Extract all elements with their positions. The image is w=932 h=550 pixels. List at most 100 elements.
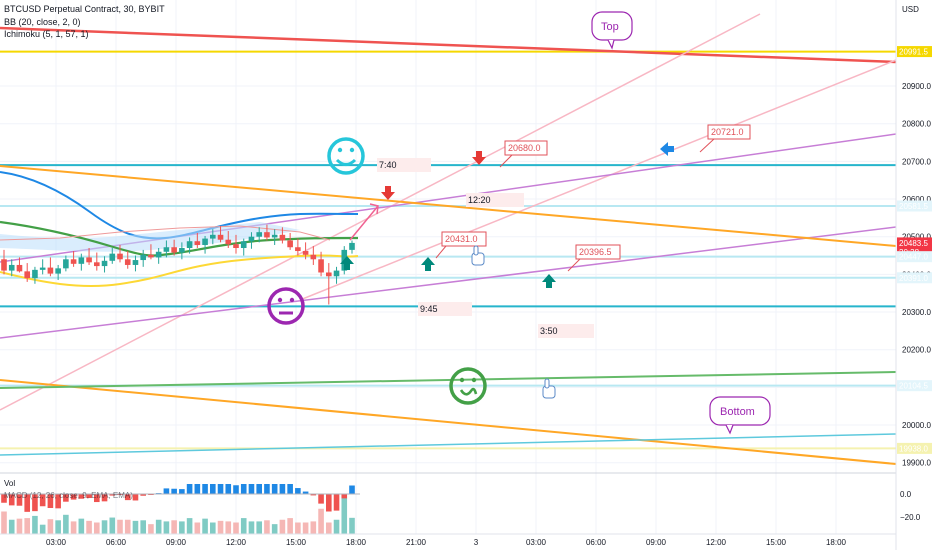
candle-body [264, 232, 270, 238]
macd-histogram-bar [333, 494, 340, 511]
time-tick-label: 03:00 [46, 538, 67, 547]
price-tag-label: 20483.5 [899, 239, 928, 248]
time-note: 7:40 [379, 160, 397, 170]
candle-body [55, 268, 61, 274]
time-tick-label: 09:00 [166, 538, 187, 547]
macd-histogram-bar [78, 494, 85, 499]
up-arrow-icon [542, 274, 556, 288]
time-tick-label: 21:00 [406, 538, 427, 547]
volume-bar [295, 522, 301, 534]
volume-bar [349, 517, 355, 534]
macd-histogram-bar [101, 494, 108, 502]
volume-bar [70, 521, 77, 534]
price-tick-label: 20900.0 [902, 82, 931, 91]
candle-body [326, 272, 332, 277]
macd-histogram-bar [210, 484, 216, 494]
price-tag-box [897, 251, 932, 263]
candle-body [194, 241, 201, 245]
macd-label: MACD (12, 26, close, 9, EMA, EMA) [4, 491, 133, 500]
volume-bar [124, 519, 131, 534]
macd-histogram-bar [256, 484, 262, 494]
volume-bar [32, 515, 38, 534]
macd-tick-label: 0.0 [900, 490, 912, 499]
volume-bar [210, 522, 216, 534]
candle-body [333, 270, 340, 277]
time-tick-label: 3 [474, 538, 479, 547]
candle-body [39, 267, 46, 270]
candle-body [132, 260, 139, 265]
volume-bar [117, 519, 123, 534]
callout-pointer [567, 258, 581, 272]
green-trendline [0, 371, 897, 389]
volume-bar [171, 520, 177, 534]
price-tick-label: 20000.0 [902, 421, 931, 430]
volume-bar [39, 524, 46, 534]
volume-bar [271, 524, 278, 534]
time-tick-label: 12:00 [226, 538, 247, 547]
candle-body [78, 257, 85, 264]
macd-volume-panel [0, 484, 360, 534]
left-arrow-icon [660, 142, 674, 156]
volume-bar [78, 518, 85, 534]
price-callout: 20680.0 [508, 143, 541, 153]
time-note-box [418, 302, 472, 316]
price-tag-label: 20104.5 [899, 382, 928, 391]
time-tick-label: 15:00 [766, 538, 787, 547]
volume-bar [341, 497, 348, 534]
time-tick-label: 03:00 [526, 538, 547, 547]
price-tick-label: 19900.0 [902, 459, 931, 468]
hand-pointer-icon [471, 245, 485, 266]
orange-trendline-lower [0, 379, 897, 465]
macd-histogram-bar [295, 488, 301, 494]
volume-bar [109, 517, 116, 534]
symbol-title: BTCUSD Perpetual Contract, 30, BYBIT [4, 4, 165, 14]
candle-body [86, 257, 92, 263]
candle-body [256, 232, 262, 237]
macd-histogram-bar [47, 494, 54, 508]
candle-body [32, 269, 38, 279]
ichimoku-indicator-label: Ichimoku (5, 1, 57, 1) [4, 29, 89, 39]
macd-histogram-bar [202, 484, 208, 494]
candle-body [16, 264, 23, 272]
candle-body [109, 253, 116, 261]
candle-body [217, 234, 224, 240]
volume-bar [248, 521, 255, 534]
cyan-trendline [0, 433, 897, 456]
volume-bar [225, 521, 232, 534]
candle-body [225, 239, 232, 245]
candle-body [210, 234, 216, 239]
price-callout: 20431.0 [445, 234, 478, 244]
price-tick-label: 20800.0 [902, 120, 931, 129]
macd-histogram-bar [264, 484, 270, 494]
bottom-bubble-label: Bottom [720, 406, 755, 418]
currency-label: USD [902, 5, 919, 14]
candle-body [248, 236, 255, 242]
candle-body [295, 247, 301, 252]
volume-bar [194, 522, 201, 534]
price-tag-label: 20581.5 [899, 202, 928, 211]
macd-histogram-bar [24, 494, 30, 512]
price-callout-box [707, 124, 751, 140]
macd-histogram-bar [341, 494, 348, 499]
macd-histogram-bar [271, 484, 278, 494]
volume-bar [302, 522, 309, 534]
price-callout-box [504, 140, 548, 156]
candle-body [186, 241, 193, 248]
macd-histogram-bar [233, 485, 239, 494]
volume-bar [287, 518, 293, 534]
candle-body [279, 234, 286, 241]
price-tick-label: 20300.0 [902, 308, 931, 317]
macd-histogram-bar [326, 494, 332, 512]
indicator-curves [0, 171, 359, 288]
pink-channel-line-lower [299, 59, 897, 301]
volume-bar [264, 520, 270, 534]
red-trendline [0, 26, 897, 64]
price-tick-label: 20700.0 [902, 157, 931, 166]
time-note-box [377, 158, 431, 172]
time-note: 12:20 [468, 195, 491, 205]
candle-body [349, 242, 355, 250]
macd-histogram-bar [32, 494, 38, 512]
price-tag-label: 20991.5 [899, 48, 928, 57]
macd-histogram-bar [1, 494, 7, 503]
